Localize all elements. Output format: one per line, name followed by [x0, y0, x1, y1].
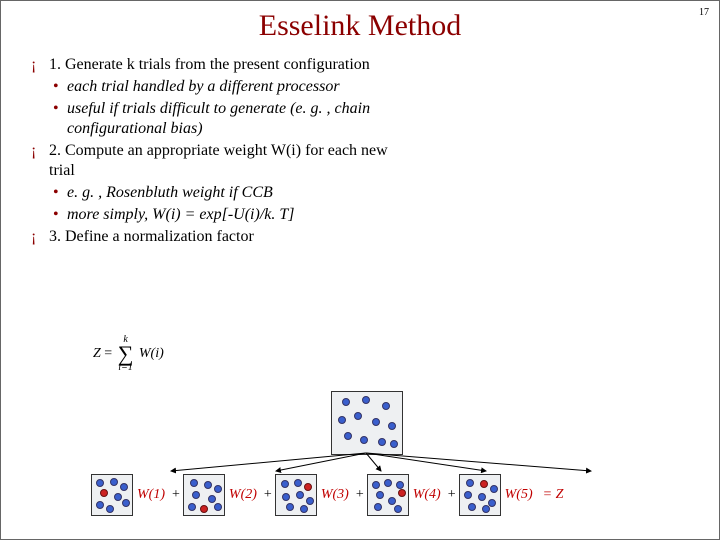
w2-label: W(2): [229, 487, 257, 503]
trial-box-2: [183, 474, 225, 516]
trial-row: W(1) + W(2) +: [91, 471, 711, 519]
sum-lower: i=1: [118, 363, 134, 373]
diagram: W(1) + W(2) +: [151, 391, 671, 521]
plus-2: +: [264, 487, 272, 503]
w3-label: W(3): [321, 487, 349, 503]
w5-label: W(5): [505, 487, 533, 503]
bullet-1: 1. Generate k trials from the present co…: [31, 55, 411, 75]
page-number: 17: [699, 7, 709, 18]
trial-box-5: [459, 474, 501, 516]
trial-box-4: [367, 474, 409, 516]
trial-box-3: [275, 474, 317, 516]
plus-3: +: [356, 487, 364, 503]
w4-label: W(4): [413, 487, 441, 503]
formula-eq: =: [104, 346, 112, 361]
formula-lhs: Z: [93, 346, 101, 361]
formula-z: Z = k ∑ i=1 W(i): [93, 335, 164, 373]
equals-z: = Z: [543, 487, 564, 503]
bullet-2: 2. Compute an appropriate weight W(i) fo…: [31, 141, 411, 181]
slide: 17 Esselink Method 1. Generate k trials …: [0, 0, 720, 540]
bullet-2a: e. g. , Rosenbluth weight if CCB: [31, 183, 411, 203]
trial-box-1: [91, 474, 133, 516]
plus-4: +: [448, 487, 456, 503]
bullet-1a: each trial handled by a different proces…: [31, 77, 411, 97]
bullet-2b: more simply, W(i) = exp[-U(i)/k. T]: [31, 205, 411, 225]
bullet-3: 3. Define a normalization factor: [31, 227, 411, 247]
content-block: 1. Generate k trials from the present co…: [31, 55, 411, 247]
arrows: [91, 391, 711, 473]
w1-label: W(1): [137, 487, 165, 503]
bullet-1b: useful if trials difficult to generate (…: [31, 99, 411, 139]
formula-term: W(i): [139, 346, 164, 361]
slide-title: Esselink Method: [1, 9, 719, 43]
plus-1: +: [172, 487, 180, 503]
